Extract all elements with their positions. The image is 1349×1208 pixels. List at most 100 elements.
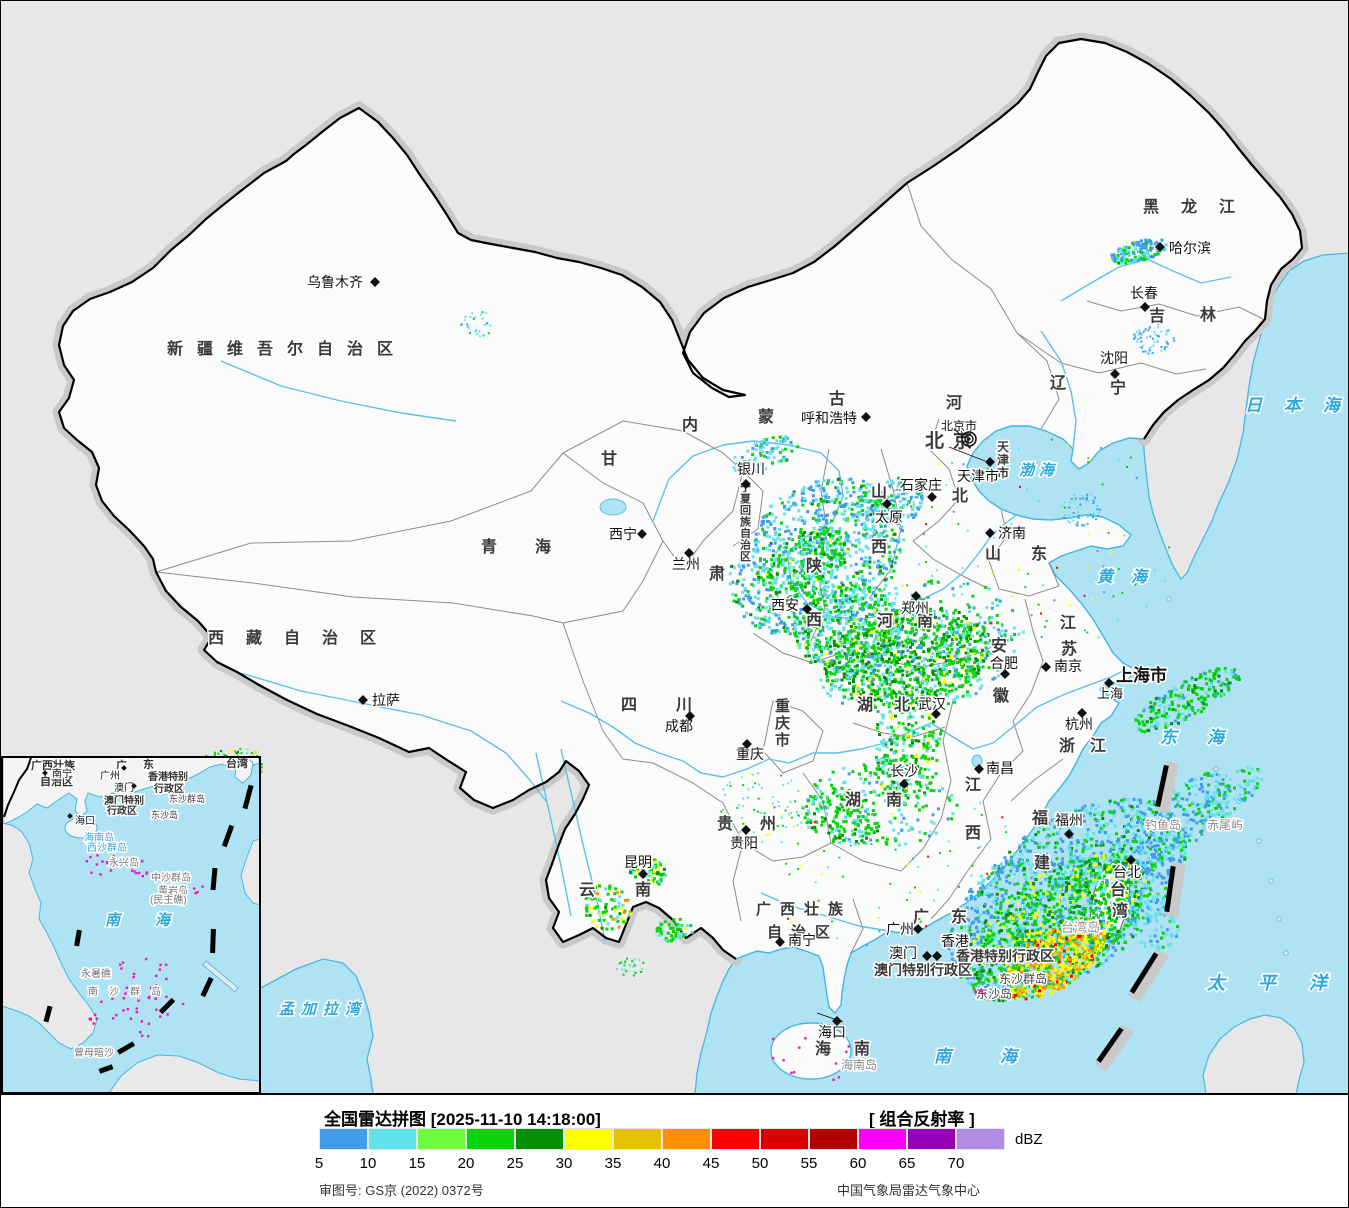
city-marker xyxy=(1140,302,1150,312)
island-marker-pink xyxy=(159,1015,162,1018)
island-marker-pink xyxy=(111,997,114,1000)
city-marker xyxy=(922,951,932,961)
province-border xyxy=(922,700,954,850)
boundary-dash xyxy=(1094,1024,1134,1072)
province-label: 海南 xyxy=(815,1039,893,1058)
city-marker xyxy=(911,591,921,601)
legend-tick: 65 xyxy=(898,1155,916,1172)
province-label: 广西壮族 xyxy=(756,900,852,918)
province-border xyxy=(1000,692,1032,774)
island-marker-pink xyxy=(137,871,141,875)
island-marker-pink xyxy=(122,997,125,1000)
island-marker-pink xyxy=(983,992,986,995)
island-marker-pink xyxy=(95,1017,98,1020)
island-marker-pink xyxy=(121,961,125,964)
island-marker-pink xyxy=(89,856,92,859)
city-label: 杭州 xyxy=(1065,716,1093,732)
island-marker-pink xyxy=(129,1017,132,1020)
city-label: 北京市 xyxy=(941,418,977,433)
city-label: 哈尔滨 xyxy=(1169,240,1211,256)
boundary-dash xyxy=(210,867,218,891)
legend-swatch-40 xyxy=(662,1128,711,1150)
inset-national-border xyxy=(3,757,32,818)
city-label: 重庆 xyxy=(736,746,764,762)
province-border xyxy=(1016,332,1060,430)
boundary-dash xyxy=(43,1005,53,1023)
island-marker-pink xyxy=(980,989,983,992)
river xyxy=(1040,330,1077,450)
city-label: 上海 xyxy=(1097,686,1123,701)
boundary-dash xyxy=(1164,861,1186,918)
province-label: 浙江 xyxy=(1059,736,1121,755)
island-marker-pink xyxy=(196,890,199,894)
province-border xyxy=(912,540,990,590)
south-china-sea-inset: 广西壮族自治区广东台湾香港特别行政区澳门特别行政区东沙群岛东沙岛海南岛西沙群岛永… xyxy=(2,757,260,1093)
island-marker-pink xyxy=(109,869,113,872)
city-marker xyxy=(932,951,942,961)
lake xyxy=(971,754,983,768)
province-label: 贵州 xyxy=(717,814,803,833)
province-label: 西 xyxy=(965,824,981,842)
city-label: 西安 xyxy=(771,597,799,613)
city-marker xyxy=(931,709,941,719)
island-marker-pink xyxy=(166,1013,169,1016)
island-marker-pink xyxy=(974,991,977,994)
island-marker-pink xyxy=(96,854,99,857)
island-marker-pink xyxy=(194,891,197,895)
legend-swatch-5 xyxy=(319,1128,368,1150)
small-island xyxy=(1268,878,1274,884)
inset-label: 东 xyxy=(143,757,154,771)
island-marker-pink xyxy=(132,975,135,979)
island-marker-pink xyxy=(845,1050,848,1053)
city-marker xyxy=(742,739,752,749)
province-label: 湖北 xyxy=(857,696,931,714)
legend-panel: 全国雷达拼图 [2025-11-10 14:18:00] [ 组合反射率 ] d… xyxy=(1,1095,1348,1207)
city-label: 南宁 xyxy=(788,932,816,948)
china-radar-map: 日本海渤海黄海东海南海太平洋孟加拉湾海南岛台湾岛钓鱼岛赤尾屿东沙群岛东沙岛新疆维… xyxy=(1,1,1349,1095)
river xyxy=(535,752,572,917)
province-border xyxy=(850,898,864,954)
inset-hainan xyxy=(64,817,98,839)
city-label: 香港 xyxy=(941,933,969,949)
island-marker-pink xyxy=(112,1017,115,1020)
island-marker-pink xyxy=(201,885,204,888)
map-review-number: 审图号: GS京 (2022) 0372号 xyxy=(319,1183,484,1198)
boundary-dash xyxy=(1127,949,1169,1003)
city-marker xyxy=(861,412,871,422)
inset-label: 行政区 xyxy=(106,804,137,817)
province-label: 青海 xyxy=(481,537,589,556)
island-marker-pink xyxy=(782,1059,785,1062)
island-marker-pink xyxy=(141,874,144,878)
city-marker xyxy=(974,764,984,774)
province-border xyxy=(830,842,924,872)
province-label: 蒙 xyxy=(758,407,774,426)
province-label: 山 xyxy=(871,483,887,501)
boundary-dash xyxy=(74,929,82,947)
inset-label: 东沙岛 xyxy=(151,809,178,820)
boundary-dash xyxy=(210,928,216,954)
legend-tick: 20 xyxy=(457,1155,475,1172)
boundary-dash xyxy=(158,997,176,1015)
island-marker-pink xyxy=(147,996,150,1000)
tiny-island-dot xyxy=(1140,820,1144,824)
province-border xyxy=(742,842,832,862)
province-label: 宁夏回族自治区 xyxy=(740,480,752,563)
city-marker xyxy=(1064,829,1074,839)
island-marker-pink xyxy=(109,865,113,868)
province-label: 西 xyxy=(871,538,887,556)
island-marker-pink xyxy=(90,871,93,874)
province-label: 湾 xyxy=(1112,901,1128,920)
province-label: 北 xyxy=(952,487,968,505)
island-marker-pink xyxy=(108,988,111,992)
sea-label: 南海 xyxy=(934,1047,1066,1066)
island-marker-pink xyxy=(99,873,102,876)
city-marker xyxy=(637,529,647,539)
city-label: 郑州 xyxy=(901,600,929,616)
sea-label: 日本海 xyxy=(1245,396,1349,415)
city-marker xyxy=(358,695,368,705)
island-label: 东沙群岛 xyxy=(999,971,1047,986)
inset-label: 广 xyxy=(116,758,127,772)
island-marker-pink xyxy=(119,963,122,966)
province-border xyxy=(762,700,824,774)
inset-label: 西沙群岛 xyxy=(87,841,127,854)
